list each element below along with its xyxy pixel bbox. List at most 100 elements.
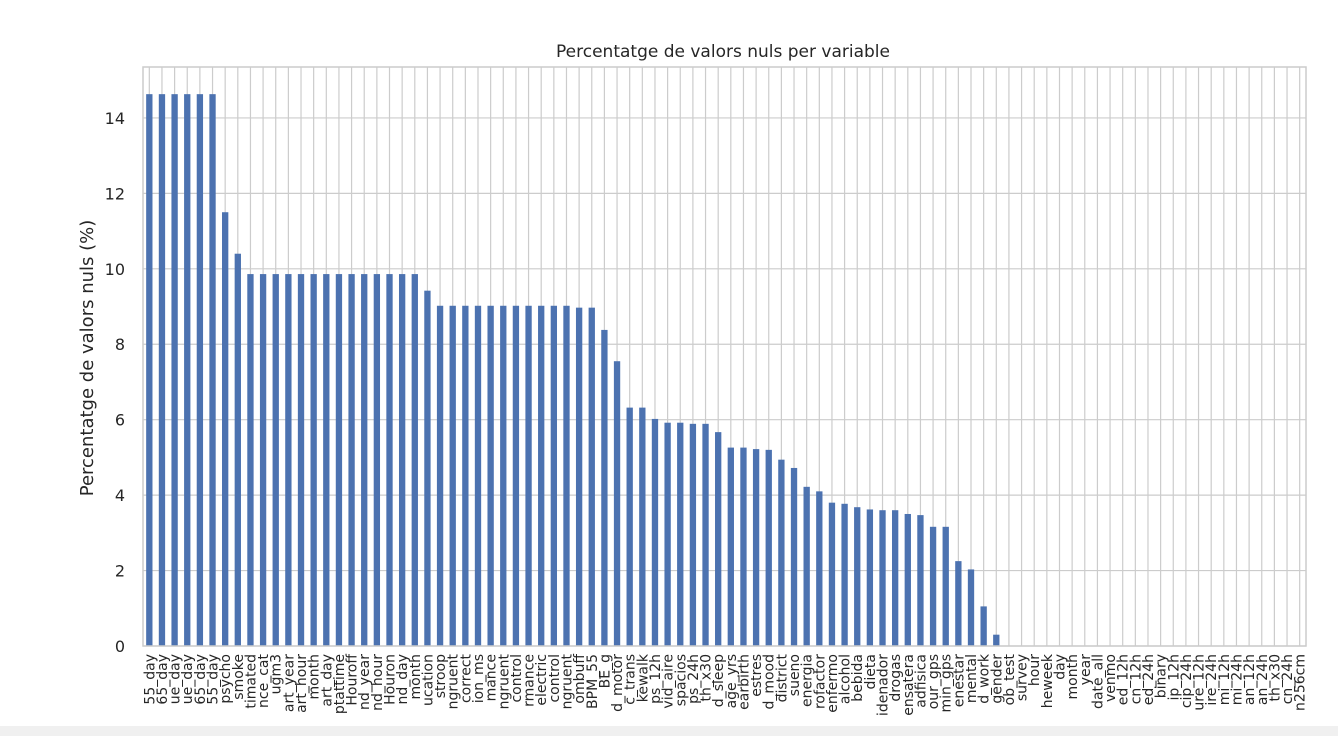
x-tick-label: art_day bbox=[319, 654, 335, 707]
bar bbox=[525, 305, 532, 646]
axes bbox=[142, 66, 1307, 647]
x-tick-label: month bbox=[307, 654, 323, 699]
y-tick-label: 6 bbox=[115, 411, 125, 430]
x-tick-label: ure_12h bbox=[1192, 654, 1208, 711]
x-tick-label: earbirth bbox=[736, 654, 752, 710]
x-tick-label: cn_12h bbox=[1128, 654, 1144, 704]
bar bbox=[222, 212, 229, 646]
bar bbox=[184, 94, 191, 646]
bar bbox=[361, 274, 368, 646]
bar bbox=[816, 491, 823, 646]
bar bbox=[626, 407, 633, 646]
x-tick-label: sueno bbox=[787, 654, 803, 696]
bar bbox=[449, 305, 456, 646]
x-tick-label: rofactor bbox=[812, 654, 828, 709]
x-tick-label: th_x30 bbox=[1267, 654, 1283, 701]
bar bbox=[891, 510, 899, 646]
x-tick-label: estres bbox=[749, 654, 765, 697]
x-tick-label: heweek bbox=[1040, 653, 1056, 708]
x-tick-label: our_gps bbox=[926, 654, 942, 709]
bar bbox=[373, 274, 381, 646]
bar bbox=[828, 502, 836, 646]
x-tick-label: survey bbox=[1015, 654, 1031, 701]
x-tick-label: smoke bbox=[231, 654, 247, 700]
bar bbox=[297, 274, 305, 646]
bar bbox=[272, 274, 279, 646]
bar bbox=[386, 274, 393, 646]
bar bbox=[398, 274, 406, 646]
bar bbox=[424, 290, 431, 646]
bar bbox=[550, 305, 558, 646]
bar bbox=[942, 526, 949, 646]
x-tick-label: Houron bbox=[383, 654, 399, 705]
x-tick-label: ptattime bbox=[332, 654, 348, 714]
x-tick-label: spacios bbox=[673, 654, 689, 706]
x-tick-label: dieta bbox=[863, 654, 879, 689]
x-tick-label: ngruent bbox=[496, 654, 512, 710]
bar bbox=[247, 274, 254, 646]
x-tick-label: year bbox=[1078, 654, 1094, 685]
x-tick-label: ip_12h bbox=[1166, 654, 1182, 700]
y-tick-label: 10 bbox=[105, 260, 125, 279]
x-tick-label: BE_g bbox=[597, 654, 613, 688]
x-tick-label: ngruent bbox=[559, 654, 575, 710]
bar bbox=[664, 422, 671, 646]
x-tick-label: mi_24h bbox=[1229, 654, 1245, 705]
y-tick-label: 2 bbox=[115, 562, 125, 581]
x-tick-label: energia bbox=[800, 654, 816, 707]
bar bbox=[310, 274, 317, 646]
x-tick-label: kewalk bbox=[635, 653, 651, 702]
chart-title: Percentatge de valors nuls per variable bbox=[556, 42, 890, 62]
x-tick-label: month bbox=[408, 654, 424, 699]
x-tick-label: cip_24h bbox=[1179, 654, 1195, 708]
bar bbox=[487, 305, 494, 646]
x-tick-label: drogas bbox=[888, 654, 904, 702]
window-footer-bar bbox=[0, 726, 1338, 736]
x-tick-label: 65_day bbox=[155, 654, 171, 705]
x-tick-label: correct bbox=[458, 654, 474, 704]
x-tick-label: enfermo bbox=[825, 654, 841, 713]
bar bbox=[209, 94, 216, 646]
x-tick-label: d_motor bbox=[610, 654, 626, 712]
x-tick-label: psycho bbox=[218, 654, 234, 704]
x-tick-label: th_x30 bbox=[699, 654, 715, 701]
bar bbox=[348, 274, 355, 646]
bar bbox=[841, 503, 848, 646]
x-tick-label: BPM_55 bbox=[585, 654, 601, 709]
x-tick-label: bebida bbox=[850, 654, 866, 702]
bar bbox=[335, 274, 343, 646]
x-tick-label: ombuff bbox=[572, 654, 588, 704]
x-tick-label: timated bbox=[243, 654, 259, 709]
bar bbox=[955, 561, 962, 646]
bar bbox=[411, 274, 418, 646]
x-tick-label: 55_day bbox=[142, 654, 158, 705]
bar bbox=[323, 274, 330, 646]
x-tick-label: ed_24h bbox=[1141, 654, 1157, 705]
x-tick-label: ue_day bbox=[168, 654, 184, 704]
bar bbox=[601, 329, 608, 646]
x-tick-label: idenador bbox=[876, 654, 892, 716]
bar bbox=[538, 305, 545, 646]
bar bbox=[917, 515, 924, 646]
x-tick-label: nd_year bbox=[357, 654, 373, 710]
bar bbox=[677, 422, 684, 646]
bar bbox=[752, 449, 760, 646]
y-tick-label: 14 bbox=[105, 109, 125, 128]
x-tick-label: ucation bbox=[420, 654, 436, 706]
x-tick-label: nd_hour bbox=[370, 654, 386, 711]
bar bbox=[512, 305, 520, 646]
bar bbox=[500, 305, 507, 646]
x-tick-label: n256cm bbox=[1293, 654, 1309, 711]
x-tick-label: alcohol bbox=[838, 654, 854, 704]
bar bbox=[778, 459, 785, 646]
bar bbox=[790, 467, 798, 646]
x-tick-label: electric bbox=[534, 654, 550, 706]
x-tick-label: adfisica bbox=[913, 654, 929, 708]
bar bbox=[689, 423, 697, 646]
x-tick-label: month bbox=[1065, 654, 1081, 699]
x-tick-label: age_yrs bbox=[724, 654, 740, 708]
x-tick-label: enestar bbox=[951, 654, 967, 707]
x-tick-label: ensatera bbox=[901, 654, 917, 716]
x-tick-label: gender bbox=[989, 654, 1005, 704]
